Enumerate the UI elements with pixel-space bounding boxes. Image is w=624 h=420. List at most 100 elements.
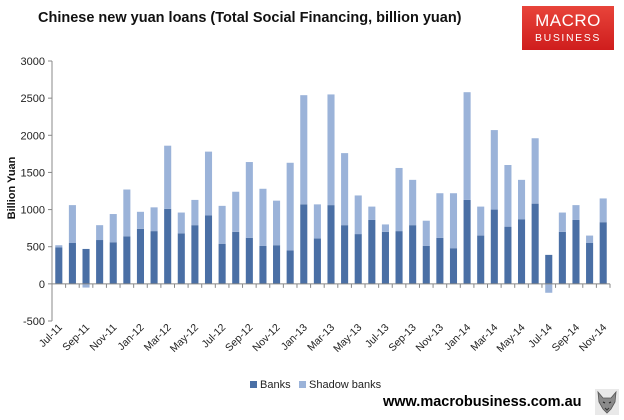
x-tick-label: Jan-14	[442, 322, 473, 353]
y-tick-label: 500	[27, 242, 45, 254]
macrobusiness-logo: MACRO BUSINESS	[522, 6, 614, 50]
bar-banks	[368, 219, 376, 284]
bar-banks	[245, 237, 253, 284]
bar-banks	[558, 231, 566, 284]
bar-shadow-banks	[463, 92, 471, 200]
bar-shadow-banks	[395, 167, 403, 232]
legend-swatch-shadow-banks	[299, 381, 306, 388]
bar-shadow-banks	[273, 200, 281, 246]
bar-shadow-banks	[150, 207, 158, 232]
bar-shadow-banks	[531, 138, 539, 204]
bar-shadow-banks	[68, 205, 76, 243]
bar-shadow-banks	[109, 214, 117, 243]
legend-label-shadow-banks: Shadow banks	[309, 379, 382, 391]
bar-shadow-banks	[354, 195, 362, 235]
bar-banks	[55, 247, 63, 284]
bar-banks	[123, 236, 131, 284]
bar-banks	[150, 231, 158, 284]
bar-banks	[259, 245, 267, 284]
bar-banks	[164, 208, 172, 284]
bar-shadow-banks	[436, 193, 444, 238]
bar-shadow-banks	[558, 212, 566, 232]
bar-banks	[82, 248, 90, 284]
bar-banks	[273, 245, 281, 284]
bar-banks	[313, 238, 321, 284]
x-tick-label: May-12	[168, 322, 201, 355]
bar-shadow-banks	[409, 179, 417, 226]
bar-banks	[422, 245, 430, 284]
bar-banks	[586, 243, 594, 284]
y-tick-label: 1500	[21, 167, 45, 179]
bar-shadow-banks	[245, 162, 253, 238]
logo-line1: MACRO	[535, 11, 601, 30]
x-tick-label: Sep-14	[550, 322, 583, 355]
bar-banks	[395, 231, 403, 284]
bar-banks	[109, 242, 117, 284]
x-tick-label: May-14	[494, 322, 527, 355]
bar-shadow-banks	[341, 153, 349, 226]
x-tick-label: Jan-13	[279, 322, 310, 353]
bar-shadow-banks	[517, 179, 526, 220]
legend-swatch-banks	[250, 381, 257, 388]
bar-shadow-banks	[300, 95, 308, 205]
y-axis-label: Billion Yuan	[6, 156, 18, 219]
y-tick-label: 0	[39, 279, 45, 291]
bar-shadow-banks	[449, 193, 458, 249]
y-tick-label: 2000	[21, 130, 45, 142]
bar-shadow-banks	[572, 205, 580, 220]
x-tick-label: Nov-11	[87, 322, 119, 354]
bar-banks	[96, 240, 104, 284]
legend-label-banks: Banks	[260, 379, 291, 391]
bar-shadow-banks	[259, 188, 267, 246]
bar-shadow-banks	[586, 235, 594, 243]
bar-shadow-banks	[177, 212, 185, 234]
bar-shadow-banks	[232, 191, 240, 232]
bar-banks	[68, 243, 76, 284]
bar-shadow-banks	[96, 225, 104, 241]
x-tick-labels: Jul-11Sep-11Nov-11Jan-12Mar-12May-12Jul-…	[37, 322, 610, 355]
y-tick-label: 2500	[21, 93, 45, 105]
bar-shadow-banks	[164, 145, 172, 209]
bar-shadow-banks	[286, 162, 294, 251]
x-tick-label: Nov-12	[250, 322, 283, 355]
axes-group	[48, 60, 611, 322]
legend: Banks Shadow banks	[250, 379, 382, 391]
footer-url: www.macrobusiness.com.au	[383, 394, 582, 410]
bar-banks	[204, 215, 213, 284]
bar-banks	[381, 231, 389, 284]
bar-shadow-banks	[82, 283, 90, 288]
x-tick-label: Sep-12	[223, 322, 256, 355]
bar-banks	[177, 233, 185, 284]
bar-shadow-banks	[477, 206, 485, 236]
bar-shadow-banks	[136, 211, 145, 229]
bar-shadow-banks	[504, 165, 512, 227]
bar-banks	[286, 250, 294, 284]
bars-group	[55, 92, 607, 293]
x-tick-label: Nov-14	[577, 322, 610, 355]
bar-banks	[531, 203, 539, 284]
bar-shadow-banks	[422, 220, 430, 246]
x-tick-label: Nov-13	[414, 322, 447, 355]
wolf-logo-icon	[595, 389, 619, 415]
y-tick-label: 3000	[21, 56, 45, 68]
bar-shadow-banks	[313, 204, 321, 239]
y-tick-label: -500	[23, 316, 45, 328]
bar-banks	[341, 225, 349, 284]
chart-title: Chinese new yuan loans (Total Social Fin…	[38, 10, 462, 26]
bar-banks	[191, 225, 199, 284]
x-tick-label: Sep-11	[60, 322, 92, 354]
bar-banks	[572, 219, 580, 284]
bar-banks	[490, 209, 498, 284]
bar-banks	[517, 219, 526, 284]
bar-banks	[136, 228, 145, 284]
bar-shadow-banks	[545, 283, 553, 293]
bar-banks	[504, 226, 512, 284]
bar-banks	[545, 254, 553, 284]
bar-banks	[599, 222, 607, 284]
bar-banks	[436, 237, 444, 284]
bar-shadow-banks	[191, 199, 199, 226]
bar-shadow-banks	[381, 224, 389, 232]
bar-banks	[477, 235, 485, 284]
y-tick-labels: -500 0 500 1000 1500 2000 2500 3000	[21, 56, 45, 328]
